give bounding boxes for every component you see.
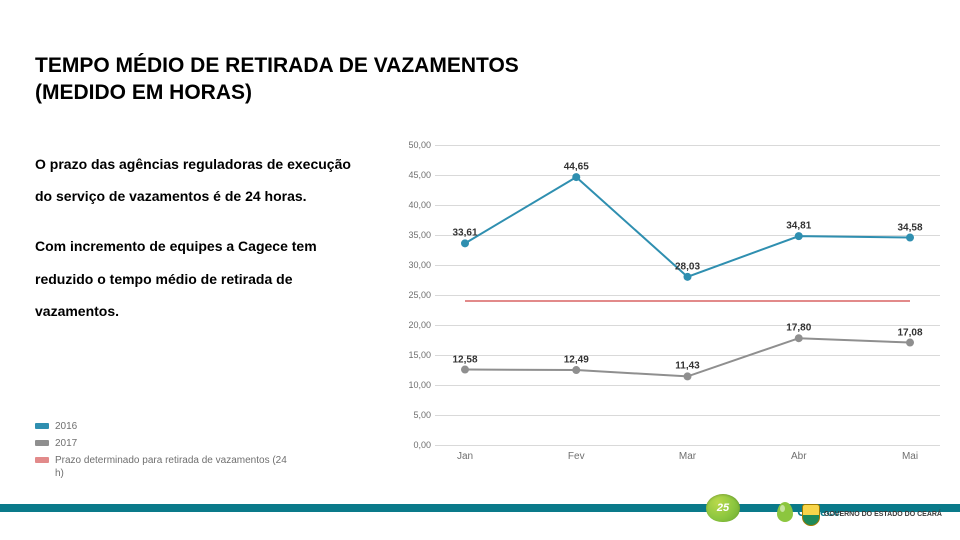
legend-swatch	[35, 440, 49, 446]
data-label: 12,58	[452, 354, 477, 365]
data-label: 11,43	[675, 361, 699, 372]
logo-governo-ceara: GOVERNO DO ESTADO DO CEARÁ	[802, 504, 942, 526]
body-text-block: O prazo das agências reguladoras de exec…	[35, 148, 365, 327]
series-marker	[572, 366, 580, 374]
legend-label: 2016	[55, 420, 77, 433]
data-label: 34,58	[897, 222, 922, 233]
legend-swatch	[35, 457, 49, 463]
series-marker	[684, 372, 692, 380]
line-chart: 0,005,0010,0015,0020,0025,0030,0035,0040…	[395, 145, 950, 470]
logo-gov-text: GOVERNO DO ESTADO DO CEARÁ	[824, 511, 942, 518]
legend-item: 2016	[35, 420, 295, 433]
slide-title: TEMPO MÉDIO DE RETIRADA DE VAZAMENTOS (M…	[35, 52, 555, 107]
slide: TEMPO MÉDIO DE RETIRADA DE VAZAMENTOS (M…	[0, 0, 960, 540]
data-label: 17,80	[786, 323, 811, 334]
series-marker	[795, 334, 803, 342]
series-marker	[572, 173, 580, 181]
data-label: 12,49	[564, 355, 589, 366]
paragraph-2: Com incremento de equipes a Cagece tem r…	[35, 230, 365, 327]
shield-icon	[802, 504, 820, 526]
series-marker	[684, 273, 692, 281]
data-label: 28,03	[675, 261, 700, 272]
series-marker	[906, 339, 914, 347]
droplet-icon	[777, 502, 793, 522]
legend: 2016 2017 Prazo determinado para retirada …	[35, 420, 295, 484]
data-label: 34,81	[786, 221, 811, 232]
series-marker	[795, 232, 803, 240]
legend-item: Prazo determinado para retirada de vazam…	[35, 454, 295, 480]
paragraph-1: O prazo das agências reguladoras de exec…	[35, 148, 365, 212]
legend-label: 2017	[55, 437, 77, 450]
data-label: 33,61	[452, 228, 477, 239]
data-label: 44,65	[564, 162, 589, 173]
legend-label: Prazo determinado para retirada de vazam…	[55, 454, 295, 480]
legend-swatch	[35, 423, 49, 429]
series-marker	[461, 239, 469, 247]
data-label: 17,08	[897, 327, 922, 338]
chart-svg	[395, 145, 950, 475]
page-number-badge: 25	[706, 494, 740, 522]
series-marker	[906, 234, 914, 242]
legend-item: 2017	[35, 437, 295, 450]
series-marker	[461, 366, 469, 374]
